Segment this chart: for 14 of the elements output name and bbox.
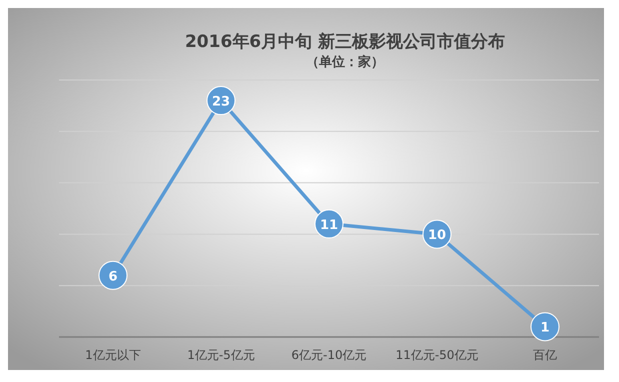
data-label: 11 [320,218,338,233]
x-tick-label: 11亿元-50亿元 [396,348,478,362]
point [530,312,560,342]
chart-subtitle: （单位：家） [306,54,384,70]
data-label: 6 [108,269,118,284]
x-tick-label: 6亿元-10亿元 [291,348,367,362]
x-tick-label: 百亿 [533,348,557,362]
point [98,260,128,290]
x-tick-label: 1亿元以下 [85,348,141,362]
data-label: 10 [428,228,446,244]
data-label: 1 [540,320,550,336]
x-tick-label: 1亿元-5亿元 [187,348,255,362]
chart-title: 2016年6月中旬 新三板影视公司市值分布 [184,32,506,52]
data-label: 23 [212,94,230,110]
